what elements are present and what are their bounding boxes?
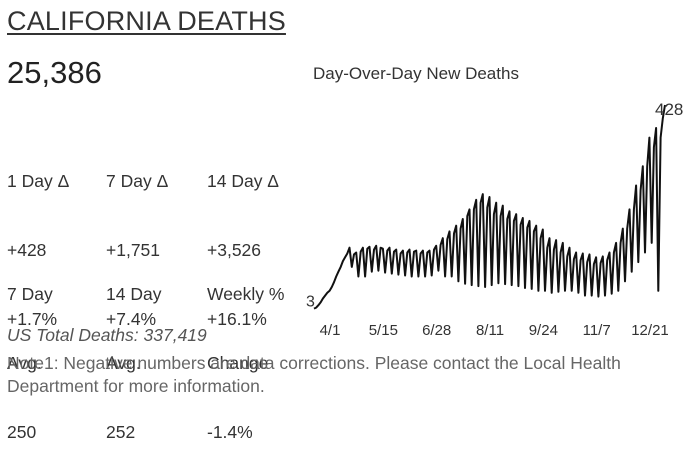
start-value-label: 3 — [306, 294, 315, 311]
stat-percent: +16.1% — [207, 309, 267, 329]
page-title: CALIFORNIA DEATHS — [7, 6, 286, 36]
stat-value: -1.4% — [207, 422, 253, 442]
stat-percent: +7.4% — [106, 309, 157, 329]
x-tick-label: 8/11 — [476, 322, 504, 339]
series-line — [313, 104, 666, 310]
new-deaths-chart: 4/1 5/15 6/28 8/11 9/24 11/7 12/21 3 428 — [306, 100, 683, 339]
stat-1-day-change: 1 Day Δ +428 +1.7% — [7, 124, 69, 354]
x-tick-label: 4/1 — [320, 322, 341, 339]
x-axis-ticks: 4/1 5/15 6/28 8/11 9/24 11/7 12/21 — [320, 322, 669, 339]
stat-7-day-change: 7 Day Δ +1,751 +7.4% — [106, 124, 168, 354]
stat-percent: +1.7% — [7, 309, 58, 329]
end-value-label: 428 — [655, 100, 683, 119]
stat-value: 250 — [7, 422, 37, 442]
stat-label-line2: Change — [207, 353, 269, 373]
x-tick-label: 12/21 — [631, 322, 669, 339]
stat-count: +1,751 — [106, 240, 161, 260]
stat-count: +3,526 — [207, 240, 262, 260]
x-tick-label: 6/28 — [422, 322, 451, 339]
stat-label-line1: Weekly % — [207, 284, 285, 304]
stat-label-line1: 7 Day — [7, 284, 53, 304]
stat-count: +428 — [7, 240, 47, 260]
total-deaths: 25,386 — [7, 55, 102, 90]
stat-label-line2: Avg. — [106, 353, 141, 373]
chart-title: Day-Over-Day New Deaths — [313, 64, 519, 83]
x-tick-label: 9/24 — [529, 322, 558, 339]
us-total-deaths: US Total Deaths: 337,419 — [7, 325, 207, 345]
stat-label: 7 Day Δ — [106, 171, 169, 191]
stat-label: 14 Day Δ — [207, 171, 279, 191]
x-tick-label: 11/7 — [583, 322, 611, 339]
data-note: Note1: Negative numbers are data correct… — [7, 353, 621, 396]
stat-label-line1: 14 Day — [106, 284, 162, 304]
x-tick-label: 5/15 — [369, 322, 398, 339]
stat-14-day-change: 14 Day Δ +3,526 +16.1% — [207, 124, 279, 354]
chart-plot — [313, 104, 666, 310]
stat-value: 252 — [106, 422, 136, 442]
stat-label-line2: Avg. — [7, 353, 42, 373]
stat-label: 1 Day Δ — [7, 171, 70, 191]
